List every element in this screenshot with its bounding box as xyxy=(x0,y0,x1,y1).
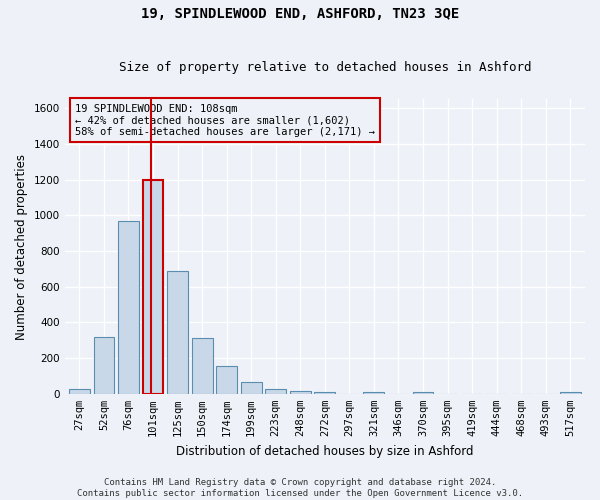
Bar xyxy=(69,390,90,394)
X-axis label: Distribution of detached houses by size in Ashford: Distribution of detached houses by size … xyxy=(176,444,473,458)
Y-axis label: Number of detached properties: Number of detached properties xyxy=(15,154,28,340)
Bar xyxy=(364,392,385,394)
Bar xyxy=(167,270,188,394)
Bar xyxy=(143,180,163,394)
Bar xyxy=(265,390,286,394)
Bar xyxy=(216,366,237,394)
Title: Size of property relative to detached houses in Ashford: Size of property relative to detached ho… xyxy=(119,62,531,74)
Text: 19 SPINDLEWOOD END: 108sqm
← 42% of detached houses are smaller (1,602)
58% of s: 19 SPINDLEWOOD END: 108sqm ← 42% of deta… xyxy=(75,104,375,137)
Text: 19, SPINDLEWOOD END, ASHFORD, TN23 3QE: 19, SPINDLEWOOD END, ASHFORD, TN23 3QE xyxy=(141,8,459,22)
Bar xyxy=(94,336,115,394)
Bar xyxy=(290,390,311,394)
Bar xyxy=(241,382,262,394)
Bar xyxy=(413,392,433,394)
Bar xyxy=(314,392,335,394)
Bar xyxy=(560,392,581,394)
Bar xyxy=(191,338,212,394)
Bar xyxy=(118,220,139,394)
Text: Contains HM Land Registry data © Crown copyright and database right 2024.
Contai: Contains HM Land Registry data © Crown c… xyxy=(77,478,523,498)
